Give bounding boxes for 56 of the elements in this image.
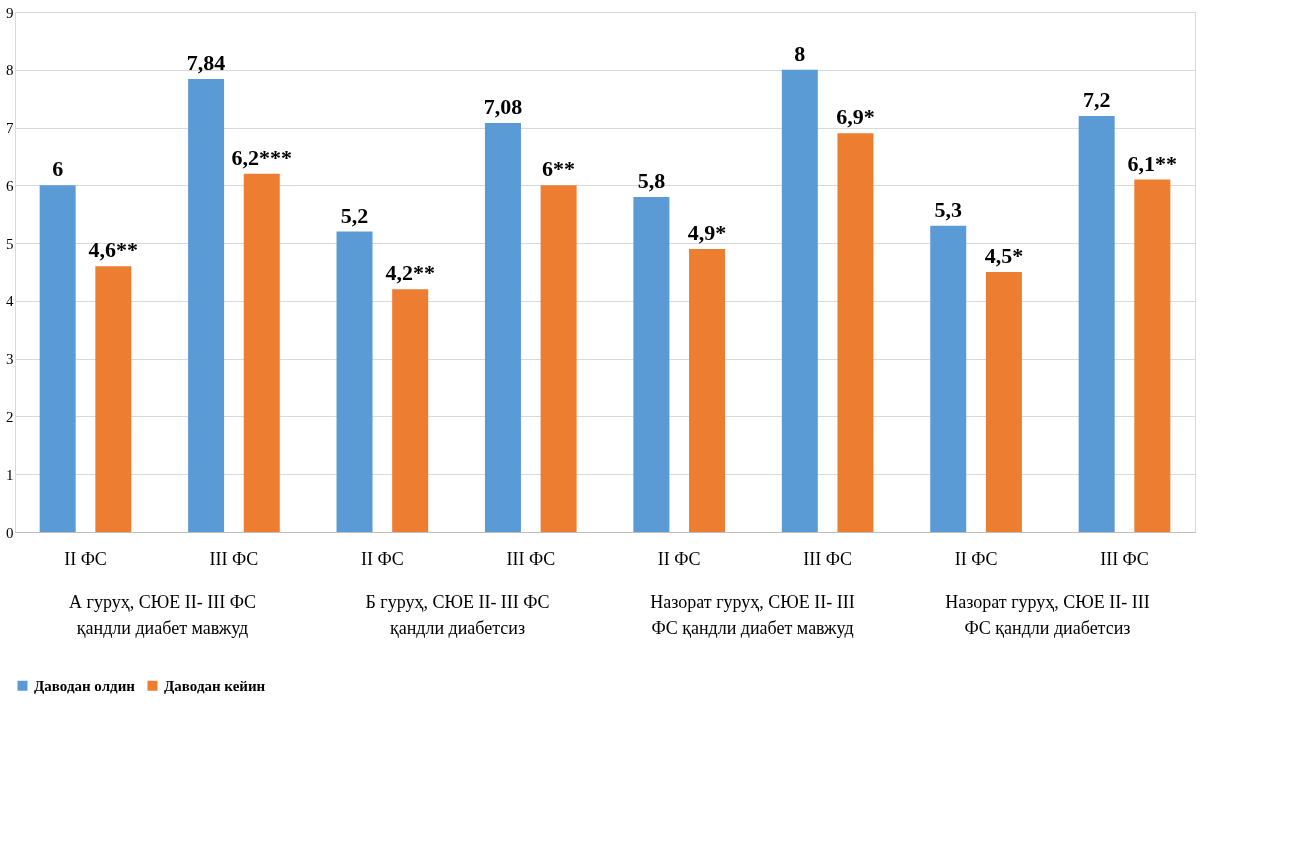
text: А гуруҳ, СЮЕ II- III ФС қандли диабет мавжуд	[69, 592, 256, 638]
data-label: 4,6**	[88, 237, 139, 263]
bar	[837, 133, 874, 532]
data-label: 7,84	[186, 50, 226, 76]
data-label: 5,2	[340, 202, 369, 228]
y-tick-label: 2	[6, 408, 14, 425]
y-tick-label: 6	[6, 177, 14, 194]
data-label: 4,2**	[385, 260, 435, 286]
x-tick-label: III ФС	[506, 548, 556, 569]
x-tick-label: III ФС	[1100, 548, 1149, 569]
bar	[930, 225, 967, 532]
data-label: 5,8	[637, 167, 666, 193]
x-tick-label: II ФС	[64, 548, 107, 569]
x-tick-label: II ФС	[361, 548, 404, 569]
data-label: 7,08	[483, 93, 523, 119]
data-label: 6**	[542, 156, 576, 182]
bar	[1134, 179, 1171, 532]
data-label: 4,9*	[687, 219, 727, 245]
y-tick-label: 4	[6, 293, 14, 310]
data-label: 7,2	[1082, 87, 1111, 112]
y-tick-label: 8	[6, 62, 14, 79]
y-tick-label: 7	[6, 120, 14, 137]
bar	[243, 173, 280, 532]
data-label: 6,2***	[231, 144, 293, 170]
bar	[689, 248, 726, 532]
y-tick-label: 0	[6, 524, 14, 541]
data-label: 6	[52, 156, 64, 182]
bar	[336, 231, 373, 532]
text: Назорат гуруҳ, СЮЕ II- III ФС қандли диабет мавжуд	[650, 592, 855, 638]
y-tick-label: 5	[6, 235, 14, 252]
x-tick-label: II ФС	[954, 548, 998, 569]
bar	[1078, 116, 1115, 532]
bar	[39, 185, 76, 532]
y-tick-label: 9	[6, 4, 14, 21]
data-label: 6,1**	[1127, 150, 1178, 176]
bar	[188, 79, 225, 532]
x-tick-label: III ФС	[209, 548, 259, 569]
legend-label: Даводан кейин	[164, 677, 266, 694]
data-label: 4,5*	[984, 243, 1024, 268]
bar	[540, 185, 577, 532]
y-tick-label: 3	[6, 351, 14, 368]
data-label: 5,3	[934, 196, 962, 222]
bar	[392, 289, 429, 532]
text: Б гуруҳ, СЮЕ II- III ФС қандли диабетсиз	[365, 592, 550, 638]
x-tick-label: III ФС	[803, 548, 852, 569]
bar	[95, 266, 132, 532]
y-tick-label: 1	[6, 466, 14, 483]
data-label: 6,9*	[836, 104, 875, 130]
text: Назорат гуруҳ, СЮЕ II- III ФС қандли диабетсиз	[945, 592, 1150, 638]
bar	[484, 122, 521, 532]
x-tick-label: II ФС	[657, 548, 701, 569]
bar	[633, 196, 670, 532]
legend-label: Даводан олдин	[34, 677, 136, 694]
data-label: 8	[794, 40, 806, 66]
bar	[781, 69, 818, 532]
bar	[985, 272, 1022, 532]
